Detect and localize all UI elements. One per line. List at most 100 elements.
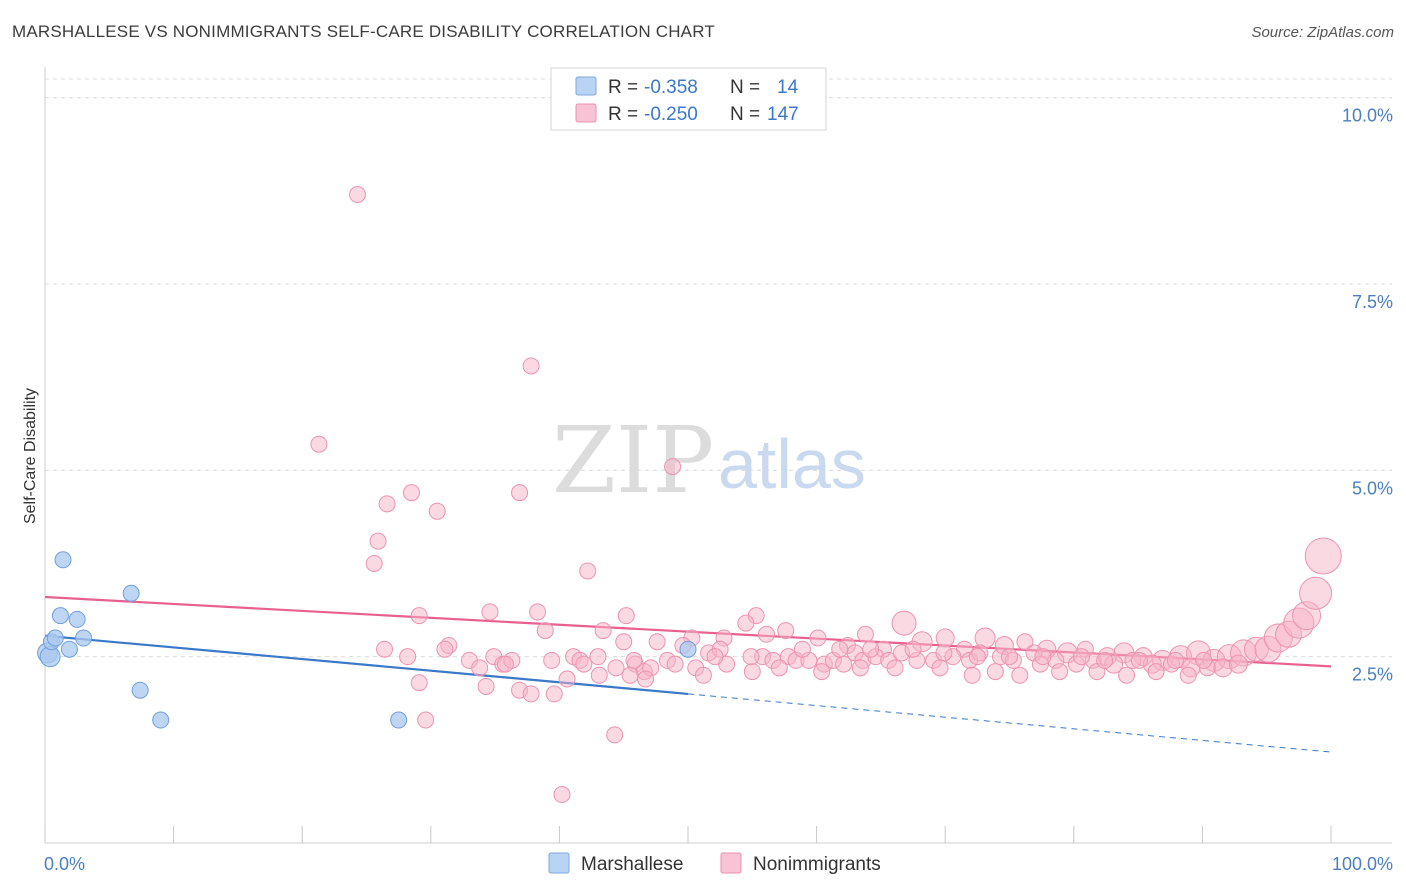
nonimmigrants-point — [606, 726, 624, 744]
nonimmigrants-point — [477, 677, 495, 695]
nonimmigrants-point — [553, 786, 571, 804]
nonimmigrants-point — [590, 666, 608, 684]
watermark: ZIP atlas — [552, 407, 866, 514]
nonimmigrants-point — [511, 484, 529, 502]
nonimmigrants-point — [793, 640, 811, 658]
nonimmigrants-point — [743, 663, 761, 681]
nonimmigrants-point — [617, 607, 635, 625]
nonimmigrants-point — [376, 640, 394, 658]
y-tick-label: 7.5% — [1352, 292, 1393, 312]
nonimmigrants-point — [369, 532, 387, 550]
legend-n-label: N = — [730, 77, 760, 98]
nonimmigrants-point — [742, 648, 760, 666]
legend-swatch-nonimmigrants — [720, 852, 742, 874]
trend-lines — [44, 595, 1332, 753]
nonimmigrants-point — [1179, 666, 1197, 684]
nonimmigrants-point — [757, 625, 775, 643]
legend-r-label: R = — [608, 77, 638, 98]
nonimmigrants-point — [1195, 651, 1213, 669]
x-tick-labels: 0.0% 100.0% — [44, 854, 1393, 874]
nonimmigrants-point — [886, 659, 904, 677]
nonimmigrants-point — [496, 655, 514, 673]
nonimmigrants-point — [737, 614, 755, 632]
legend-nonimmigrants: Nonimmigrants — [753, 854, 881, 875]
nonimmigrants-point — [575, 655, 593, 673]
y-axis-label: Self-Care Disability — [22, 388, 39, 524]
nonimmigrants-point — [931, 659, 949, 677]
nonimmigrants-point — [1001, 648, 1018, 666]
nonimmigrants-point — [310, 435, 328, 453]
nonimmigrants-point — [589, 648, 607, 666]
nonimmigrants-point — [986, 663, 1004, 681]
nonimmigrants-point — [365, 554, 383, 572]
nonimmigrants-point — [417, 711, 435, 729]
nonimmigrants-point — [1096, 651, 1114, 669]
nonimmigrants-point — [481, 603, 499, 621]
nonimmigrants-point — [471, 659, 489, 677]
marshallese-point — [122, 584, 140, 602]
marshallese-point — [131, 681, 149, 699]
marshallese-point — [679, 640, 697, 658]
y-tick-label: 10.0% — [1342, 106, 1393, 126]
nonimmigrants-point — [904, 640, 922, 658]
nonimmigrants-point — [348, 186, 366, 204]
nonimmigrants-point — [399, 648, 417, 666]
nonimmigrants-point — [579, 562, 597, 580]
y-tick-label: 2.5% — [1352, 665, 1393, 685]
nonimmigrants-point — [545, 685, 563, 703]
nonimmigrants-point — [637, 670, 655, 688]
nonimmigrants-point — [935, 628, 955, 648]
nonimmigrants-point — [831, 640, 849, 658]
data-points — [37, 186, 1342, 804]
nonimmigrants-point — [1130, 651, 1148, 669]
legend-swatch-pink — [575, 103, 597, 123]
nonimmigrants-point — [1228, 654, 1248, 674]
nonimmigrants-point — [615, 633, 633, 651]
nonimmigrants-point — [856, 625, 874, 643]
nonimmigrants-point — [851, 659, 869, 677]
nonimmigrants-point — [536, 622, 554, 640]
nonimmigrants-point — [1166, 651, 1184, 669]
watermark-zip: ZIP — [552, 407, 714, 514]
chart-title: MARSHALLESE VS NONIMMIGRANTS SELF-CARE D… — [12, 22, 715, 41]
marshallese-trend-extension — [687, 693, 1332, 753]
legend-r-value: -0.250 — [644, 104, 698, 125]
nonimmigrants-point — [410, 674, 428, 692]
nonimmigrants-point — [410, 607, 428, 625]
nonimmigrants-point — [378, 495, 396, 513]
legend-swatch-blue — [575, 76, 597, 96]
nonimmigrants-point — [428, 502, 446, 520]
source-label: Source: ZipAtlas.com — [1251, 24, 1394, 41]
nonimmigrants-point — [813, 663, 831, 681]
nonimmigrants-point — [664, 458, 682, 476]
marshallese-point — [75, 629, 93, 647]
nonimmigrants-point — [558, 670, 576, 688]
nonimmigrants-point — [529, 603, 547, 621]
nonimmigrants-point — [862, 640, 880, 658]
nonimmigrants-point — [1016, 633, 1034, 651]
legend-n-value: 14 — [777, 77, 799, 98]
legend-box — [550, 67, 827, 131]
nonimmigrants-point — [891, 610, 917, 636]
nonimmigrants-point — [1118, 666, 1136, 684]
nonimmigrants-point — [607, 659, 625, 677]
nonimmigrants-point — [543, 651, 561, 669]
x-tick-label: 0.0% — [44, 854, 85, 874]
y-tick-labels: 2.5% 5.0% 7.5% 10.0% — [1342, 106, 1393, 685]
nonimmigrants-point — [648, 633, 666, 651]
nonimmigrants-point — [1299, 576, 1333, 610]
nonimmigrants-point — [436, 640, 454, 658]
legend-n-value: 147 — [767, 104, 799, 125]
marshallese-point — [68, 610, 86, 628]
legend-marshallese: Marshallese — [581, 854, 683, 875]
nonimmigrants-point — [809, 629, 827, 647]
legend-swatch-marshallese — [548, 852, 570, 874]
marshallese-trend-line — [44, 634, 689, 696]
nonimmigrants-point — [522, 685, 540, 703]
nonimmigrants-point — [935, 644, 953, 662]
marshallese-point — [60, 640, 78, 658]
nonimmigrants-point — [1034, 648, 1052, 666]
nonimmigrants-point — [694, 666, 712, 684]
axes — [44, 67, 1392, 844]
